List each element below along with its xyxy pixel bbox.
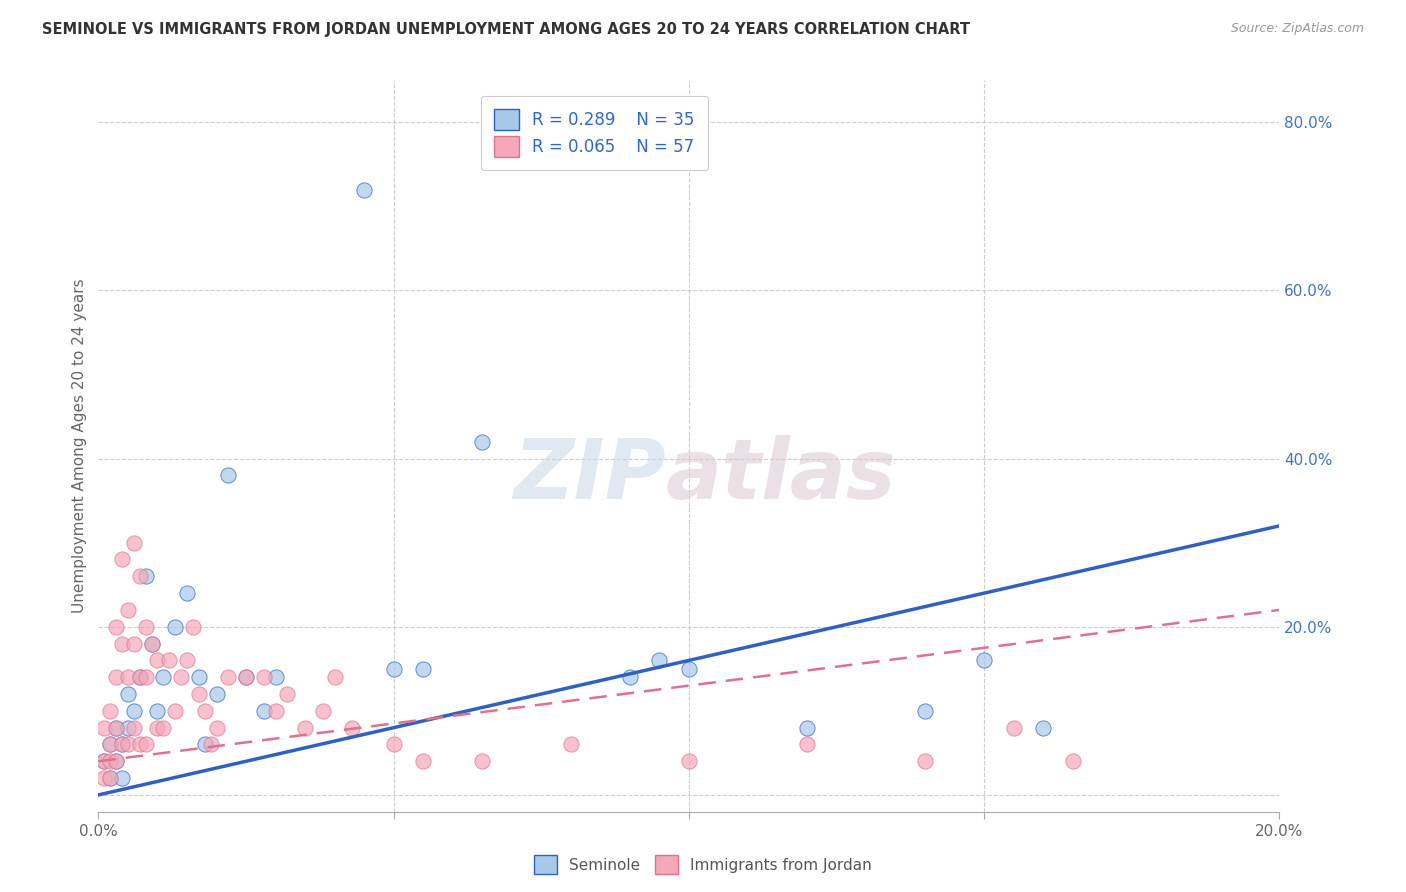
- Point: [117, 687, 139, 701]
- Point: [914, 754, 936, 768]
- Point: [111, 771, 134, 785]
- Point: [122, 721, 145, 735]
- Text: SEMINOLE VS IMMIGRANTS FROM JORDAN UNEMPLOYMENT AMONG AGES 20 TO 24 YEARS CORREL: SEMINOLE VS IMMIGRANTS FROM JORDAN UNEMP…: [42, 22, 970, 37]
- Point: [135, 620, 157, 634]
- Point: [93, 754, 115, 768]
- Point: [128, 738, 150, 752]
- Point: [105, 620, 128, 634]
- Point: [98, 738, 121, 752]
- Point: [117, 603, 139, 617]
- Point: [93, 754, 115, 768]
- Point: [648, 653, 671, 667]
- Point: [98, 738, 121, 752]
- Point: [122, 636, 145, 650]
- Point: [382, 738, 405, 752]
- Point: [353, 183, 375, 197]
- Point: [253, 670, 276, 684]
- Point: [471, 434, 494, 449]
- Point: [181, 620, 204, 634]
- Point: [141, 636, 163, 650]
- Legend: Seminole, Immigrants from Jordan: Seminole, Immigrants from Jordan: [527, 849, 879, 880]
- Point: [128, 670, 150, 684]
- Point: [187, 670, 209, 684]
- Point: [98, 771, 121, 785]
- Point: [194, 738, 217, 752]
- Point: [382, 662, 405, 676]
- Point: [141, 636, 163, 650]
- Point: [128, 569, 150, 583]
- Point: [973, 653, 995, 667]
- Point: [111, 636, 134, 650]
- Point: [205, 721, 228, 735]
- Point: [914, 704, 936, 718]
- Point: [105, 754, 128, 768]
- Point: [111, 552, 134, 566]
- Point: [105, 670, 128, 684]
- Point: [194, 704, 217, 718]
- Point: [93, 721, 115, 735]
- Point: [135, 738, 157, 752]
- Point: [105, 721, 128, 735]
- Point: [342, 721, 364, 735]
- Point: [98, 771, 121, 785]
- Point: [117, 738, 139, 752]
- Point: [135, 569, 157, 583]
- Point: [471, 754, 494, 768]
- Point: [294, 721, 316, 735]
- Point: [165, 704, 187, 718]
- Point: [205, 687, 228, 701]
- Point: [187, 687, 209, 701]
- Point: [122, 535, 145, 549]
- Point: [560, 738, 582, 752]
- Y-axis label: Unemployment Among Ages 20 to 24 years: Unemployment Among Ages 20 to 24 years: [72, 278, 87, 614]
- Point: [619, 670, 641, 684]
- Point: [117, 721, 139, 735]
- Point: [264, 704, 287, 718]
- Point: [128, 670, 150, 684]
- Point: [135, 670, 157, 684]
- Point: [312, 704, 335, 718]
- Point: [217, 468, 239, 483]
- Legend: R = 0.289    N = 35, R = 0.065    N = 57: R = 0.289 N = 35, R = 0.065 N = 57: [481, 96, 709, 170]
- Point: [117, 670, 139, 684]
- Point: [111, 738, 134, 752]
- Point: [170, 670, 193, 684]
- Point: [146, 704, 169, 718]
- Point: [235, 670, 257, 684]
- Point: [122, 704, 145, 718]
- Point: [412, 662, 434, 676]
- Text: ZIP: ZIP: [513, 434, 665, 516]
- Point: [152, 721, 174, 735]
- Point: [323, 670, 346, 684]
- Point: [93, 771, 115, 785]
- Point: [217, 670, 239, 684]
- Point: [678, 754, 700, 768]
- Point: [176, 586, 198, 600]
- Point: [412, 754, 434, 768]
- Point: [796, 721, 818, 735]
- Point: [200, 738, 222, 752]
- Point: [152, 670, 174, 684]
- Point: [146, 653, 169, 667]
- Text: Source: ZipAtlas.com: Source: ZipAtlas.com: [1230, 22, 1364, 36]
- Point: [1002, 721, 1025, 735]
- Point: [105, 754, 128, 768]
- Point: [98, 754, 121, 768]
- Point: [98, 704, 121, 718]
- Point: [796, 738, 818, 752]
- Point: [157, 653, 180, 667]
- Point: [1032, 721, 1054, 735]
- Point: [146, 721, 169, 735]
- Point: [678, 662, 700, 676]
- Point: [253, 704, 276, 718]
- Point: [1062, 754, 1084, 768]
- Point: [235, 670, 257, 684]
- Text: atlas: atlas: [665, 434, 896, 516]
- Point: [105, 721, 128, 735]
- Point: [176, 653, 198, 667]
- Point: [111, 738, 134, 752]
- Point: [165, 620, 187, 634]
- Point: [264, 670, 287, 684]
- Point: [276, 687, 298, 701]
